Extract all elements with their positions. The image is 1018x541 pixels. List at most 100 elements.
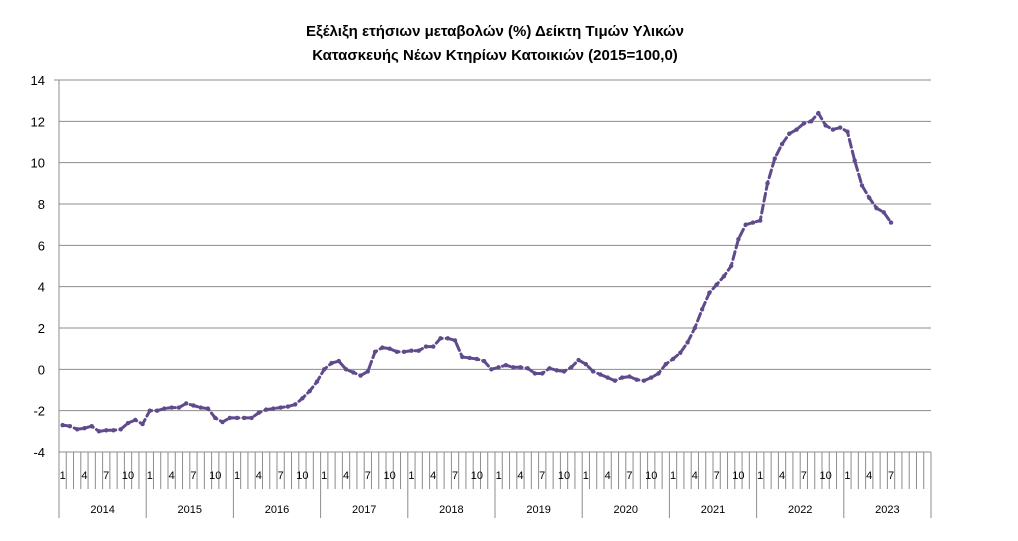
data-point bbox=[503, 363, 509, 368]
data-point bbox=[641, 378, 647, 383]
data-point bbox=[394, 349, 400, 354]
data-point bbox=[532, 371, 538, 376]
x-tick-label-year: 2021 bbox=[701, 504, 725, 516]
data-point bbox=[627, 374, 632, 379]
data-point bbox=[714, 282, 719, 287]
data-point bbox=[525, 366, 530, 371]
x-tick-label-month: 1 bbox=[321, 470, 327, 482]
x-tick-label-month: 1 bbox=[234, 470, 240, 482]
x-tick-label-year: 2019 bbox=[526, 504, 550, 516]
data-point bbox=[619, 375, 625, 380]
x-tick-label-year: 2015 bbox=[178, 504, 202, 516]
data-point bbox=[823, 123, 828, 128]
data-point bbox=[336, 358, 341, 364]
x-tick-label-month: 7 bbox=[888, 470, 894, 482]
data-point bbox=[583, 361, 589, 367]
data-point bbox=[387, 346, 392, 351]
data-point bbox=[867, 195, 872, 200]
data-point bbox=[845, 129, 850, 134]
data-point bbox=[183, 401, 189, 406]
data-point bbox=[612, 378, 618, 383]
axes bbox=[54, 79, 932, 518]
data-point bbox=[656, 371, 661, 376]
x-tick-label-month: 10 bbox=[645, 470, 657, 482]
y-tick-label: 14 bbox=[31, 73, 45, 88]
data-point bbox=[460, 354, 465, 360]
y-axis-tick-labels: 14 12 10 8 6 4 2 0 -2 -4 bbox=[31, 73, 45, 460]
data-point bbox=[590, 369, 596, 374]
y-tick-label: 4 bbox=[38, 280, 45, 295]
data-point bbox=[685, 340, 690, 345]
x-tick-label-month: 4 bbox=[517, 470, 523, 482]
data-point bbox=[736, 236, 741, 242]
data-point bbox=[329, 360, 334, 366]
y-tick-label: 2 bbox=[38, 321, 45, 336]
x-tick-label-month: 4 bbox=[81, 470, 87, 482]
data-point bbox=[445, 336, 450, 341]
data-point bbox=[605, 375, 610, 380]
data-point bbox=[96, 429, 102, 434]
data-point bbox=[176, 405, 182, 410]
x-tick-label-year: 2023 bbox=[875, 504, 899, 516]
data-point bbox=[728, 263, 734, 269]
y-tick-label: 0 bbox=[38, 362, 45, 377]
x-tick-label-month: 1 bbox=[670, 470, 676, 482]
data-point bbox=[576, 357, 581, 363]
x-tick-label-month: 4 bbox=[866, 470, 872, 482]
data-point bbox=[227, 415, 232, 421]
data-point bbox=[292, 402, 298, 407]
data-point bbox=[634, 377, 639, 382]
data-point bbox=[794, 127, 799, 132]
data-point bbox=[213, 415, 218, 421]
data-point bbox=[104, 428, 109, 433]
data-point bbox=[314, 379, 320, 384]
data-point bbox=[540, 371, 545, 376]
data-point bbox=[787, 131, 792, 136]
data-point bbox=[358, 373, 363, 378]
data-point bbox=[220, 419, 225, 425]
data-point bbox=[816, 110, 821, 116]
x-tick-label-month: 4 bbox=[256, 470, 262, 482]
x-tick-label-month: 7 bbox=[714, 470, 720, 482]
x-tick-label-month: 10 bbox=[384, 470, 396, 482]
data-point bbox=[322, 367, 327, 372]
x-tick-label-month: 1 bbox=[496, 470, 502, 482]
y-tick-label: -4 bbox=[33, 445, 45, 460]
data-point bbox=[242, 415, 247, 421]
x-tick-label-month: 7 bbox=[801, 470, 807, 482]
data-point bbox=[649, 375, 654, 380]
x-tick-label-month: 1 bbox=[147, 470, 153, 482]
data-point bbox=[300, 396, 305, 401]
data-point bbox=[481, 358, 487, 364]
data-point bbox=[467, 355, 472, 361]
data-point bbox=[852, 158, 857, 163]
data-point bbox=[307, 388, 312, 394]
data-point bbox=[881, 210, 886, 215]
data-point bbox=[431, 344, 436, 349]
data-point bbox=[765, 181, 770, 186]
data-point bbox=[859, 183, 865, 188]
x-tick-label-month: 10 bbox=[471, 470, 483, 482]
data-point bbox=[169, 405, 174, 410]
x-tick-label-month: 10 bbox=[732, 470, 744, 482]
data-point bbox=[561, 369, 567, 374]
data-series bbox=[60, 110, 894, 434]
x-tick-label-year: 2022 bbox=[788, 504, 812, 516]
data-point bbox=[707, 290, 712, 296]
data-point bbox=[133, 417, 138, 423]
data-point bbox=[74, 427, 80, 432]
x-tick-label-month: 4 bbox=[169, 470, 175, 482]
data-point bbox=[699, 307, 705, 312]
data-point bbox=[438, 336, 443, 341]
y-tick-label: 8 bbox=[38, 197, 45, 212]
data-point bbox=[401, 349, 407, 354]
x-tick-label-month: 4 bbox=[692, 470, 698, 482]
chart-title: Εξέλιξη ετήσιων μεταβολών (%) Δείκτη Τιμ… bbox=[0, 20, 990, 68]
data-point bbox=[249, 415, 254, 421]
x-tick-label-month: 1 bbox=[60, 470, 66, 482]
data-point bbox=[721, 274, 727, 279]
x-tick-label-month: 7 bbox=[539, 470, 545, 482]
x-tick-label-month: 10 bbox=[122, 470, 134, 482]
data-point bbox=[670, 356, 676, 362]
data-point bbox=[372, 349, 378, 354]
